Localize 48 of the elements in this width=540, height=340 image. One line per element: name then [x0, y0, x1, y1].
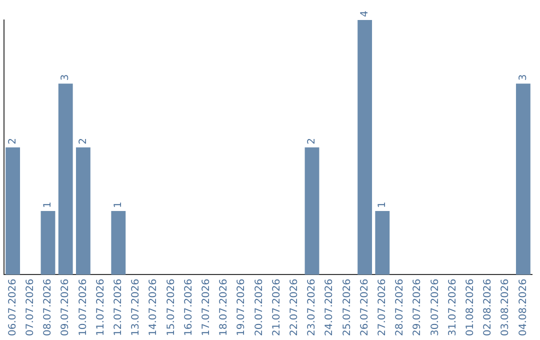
x-tick-label: 26.07.2026 — [359, 278, 370, 336]
x-tick-label: 14.07.2026 — [148, 278, 160, 336]
x-tick-label: 22.07.2026 — [288, 278, 300, 336]
bar — [76, 147, 90, 275]
x-tick-label: 01.08.2026 — [464, 278, 476, 336]
bar — [6, 147, 20, 275]
data-label: 1 — [376, 202, 388, 208]
bar — [40, 211, 56, 275]
data-label: 3 — [518, 74, 529, 81]
bar — [375, 211, 390, 275]
bar — [58, 84, 73, 275]
data-label: 1 — [112, 202, 124, 208]
bar — [111, 211, 126, 275]
bar — [304, 147, 320, 275]
x-tick-label: 06.07.2026 — [7, 278, 18, 336]
x-tick-label: 04.08.2026 — [518, 278, 529, 336]
data-label: 2 — [306, 138, 318, 144]
bar — [516, 84, 530, 275]
x-tick-label: 17.07.2026 — [200, 278, 212, 336]
x-tick-label: 20.07.2026 — [254, 278, 265, 336]
x-tick-label: 21.07.2026 — [271, 278, 282, 336]
x-tick-label: 30.07.2026 — [430, 278, 441, 336]
data-label: 2 — [78, 138, 89, 144]
data-label: 2 — [7, 138, 18, 144]
x-tick-label: 24.07.2026 — [324, 278, 336, 336]
x-tick-label: 10.07.2026 — [78, 278, 89, 336]
x-tick-label: 11.07.2026 — [95, 278, 106, 336]
x-tick-label: 25.07.2026 — [342, 278, 353, 336]
x-tick-label: 28.07.2026 — [394, 278, 406, 336]
x-tick-label: 03.08.2026 — [500, 278, 512, 336]
x-tick-label: 18.07.2026 — [218, 278, 230, 336]
data-label: 4 — [359, 10, 370, 17]
x-tick-label: 13.07.2026 — [130, 278, 142, 336]
x-tick-label: 23.07.2026 — [306, 278, 318, 336]
data-label: 3 — [60, 74, 72, 81]
x-tick-label: 12.07.2026 — [112, 278, 124, 336]
data-label: 1 — [42, 202, 54, 208]
bar — [358, 20, 372, 275]
x-tick-label: 08.07.2026 — [42, 278, 54, 336]
x-tick-label: 07.07.2026 — [24, 278, 36, 336]
x-tick-label: 29.07.2026 — [412, 278, 424, 336]
x-tick-label: 19.07.2026 — [236, 278, 248, 336]
x-tick-label: 09.07.2026 — [60, 278, 72, 336]
x-tick-label: 27.07.2026 — [376, 278, 388, 336]
x-tick-label: 02.08.2026 — [482, 278, 494, 336]
x-tick-label: 15.07.2026 — [166, 278, 177, 336]
x-tick-label: 16.07.2026 — [183, 278, 194, 336]
x-tick-label: 31.07.2026 — [447, 278, 458, 336]
